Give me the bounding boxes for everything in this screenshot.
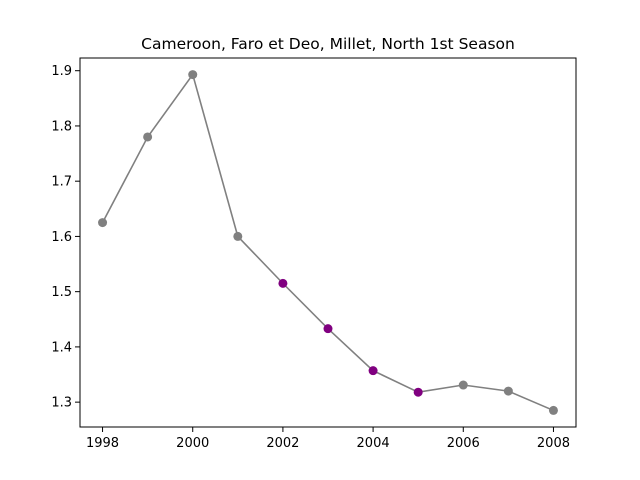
axes-frame	[79, 57, 577, 428]
data-point	[233, 231, 243, 241]
data-point	[548, 405, 558, 415]
x-tick-label: 2008	[537, 436, 570, 451]
chart-title: Cameroon, Faro et Deo, Millet, North 1st…	[141, 35, 515, 53]
y-tick-label: 1.8	[51, 119, 72, 134]
data-point	[458, 380, 468, 390]
highlighted-data-point	[323, 324, 333, 334]
y-tick-label: 1.4	[51, 340, 72, 355]
highlighted-data-point	[278, 278, 288, 288]
series-line	[101, 72, 554, 412]
highlighted-data-point	[413, 387, 423, 397]
plot-area: 1998 2000 2002 2004 2006 2008 1.3 1.4 1.5 1.6 1.7 1…	[51, 64, 570, 451]
y-tick-label: 1.6	[51, 230, 72, 245]
y-tick-label: 1.3	[51, 396, 72, 411]
y-tick-label: 1.5	[51, 285, 72, 300]
y-tick-label: 1.7	[51, 175, 72, 190]
x-tick-label: 2000	[176, 436, 209, 451]
data-point	[143, 132, 153, 142]
x-tick-label: 1998	[86, 436, 119, 451]
x-tick-label: 2006	[447, 436, 480, 451]
y-tick-label: 1.9	[51, 64, 72, 79]
x-tick-label: 2002	[266, 436, 299, 451]
data-point	[188, 70, 198, 80]
highlighted-data-point	[368, 366, 378, 376]
data-point	[98, 218, 108, 228]
x-tick-label: 2004	[357, 436, 390, 451]
data-point	[503, 386, 513, 396]
